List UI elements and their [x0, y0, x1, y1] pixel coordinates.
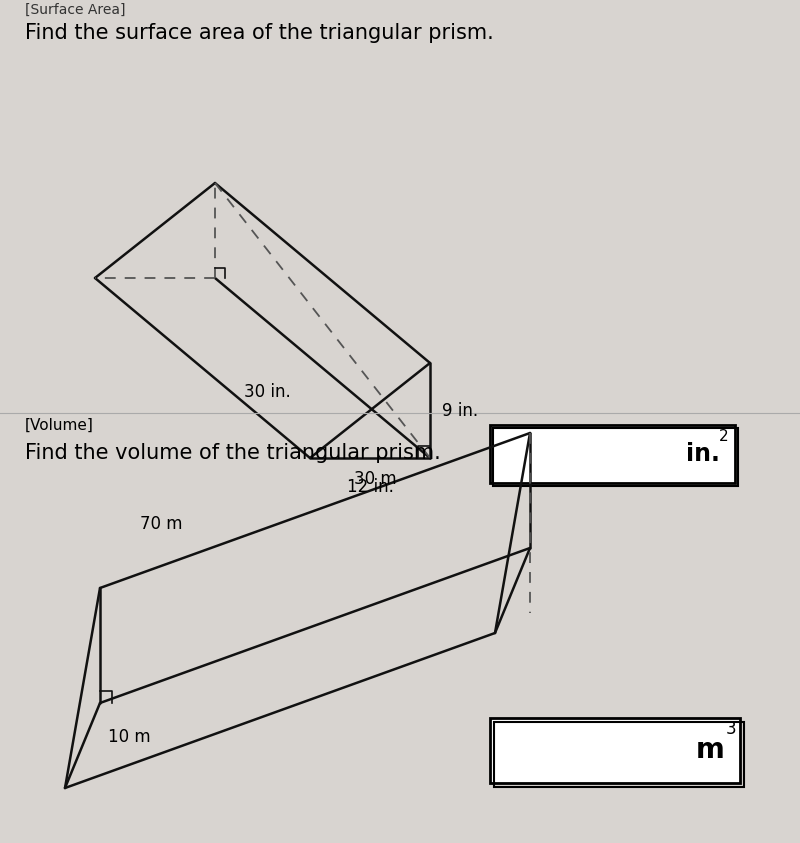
Text: 2: 2: [719, 429, 729, 444]
Text: m: m: [696, 737, 725, 765]
Text: 30 in.: 30 in.: [244, 383, 291, 401]
Text: Find the volume of the triangular prism.: Find the volume of the triangular prism.: [25, 443, 441, 463]
Text: [Volume]: [Volume]: [25, 418, 94, 433]
Text: 12 in.: 12 in.: [346, 478, 394, 496]
Text: 70 m: 70 m: [140, 515, 182, 533]
Text: 10 m: 10 m: [108, 728, 150, 746]
Text: 9 in.: 9 in.: [442, 401, 478, 420]
Text: [Surface Area]: [Surface Area]: [25, 3, 126, 17]
Text: in.: in.: [686, 442, 720, 466]
Text: Find the surface area of the triangular prism.: Find the surface area of the triangular …: [25, 23, 494, 43]
Text: 30 m: 30 m: [354, 470, 396, 488]
Text: 3: 3: [726, 721, 736, 738]
FancyBboxPatch shape: [490, 425, 735, 483]
FancyBboxPatch shape: [490, 718, 740, 783]
